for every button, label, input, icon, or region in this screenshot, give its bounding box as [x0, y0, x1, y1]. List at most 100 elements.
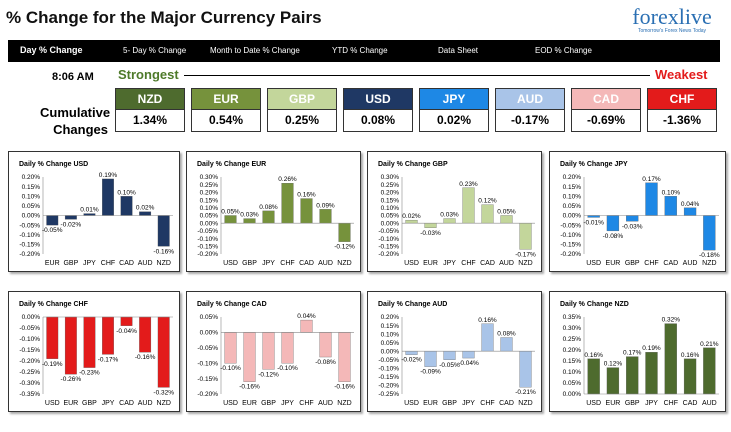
y-tick-label: -0.15% [378, 244, 399, 251]
chart-panel-aud: Daily % Change AUD 0.20% 0.15% 0.10% 0.05% 0.… [367, 291, 542, 412]
data-label: -0.19% [42, 361, 63, 368]
data-label: 0.16% [297, 192, 316, 199]
bar-chart: Daily % Change CHF 0.00% -0.05% -0.10% -0.15… [19, 301, 174, 407]
tab-ytd-change[interactable]: YTD % Change [332, 46, 388, 55]
data-label: -0.05% [42, 227, 63, 234]
currency-cumulative-change: -1.36% [662, 113, 702, 127]
category-label: EUR [423, 260, 438, 267]
data-label: -0.23% [79, 370, 100, 377]
data-label: 0.10% [662, 189, 681, 196]
chart-title: Daily % Change NZD [560, 301, 629, 308]
bar [626, 215, 639, 222]
currency-box-usd: USD 0.08% [343, 88, 413, 132]
category-label: AUD [138, 260, 153, 267]
y-tick-label: 0.25% [200, 182, 219, 189]
y-tick-label: -0.10% [378, 366, 399, 373]
category-label: CAD [480, 260, 495, 267]
currency-cumulative-change: 1.34% [132, 113, 168, 127]
chart-title: Daily % Change USD [19, 161, 88, 168]
category-label: CHF [101, 260, 115, 267]
y-tick-label: -0.20% [560, 251, 581, 258]
bar [281, 332, 294, 364]
y-tick-label: -0.15% [197, 244, 218, 251]
category-label: JPY [83, 260, 96, 267]
chart-panel-chf: Daily % Change CHF 0.00% -0.05% -0.10% -0.15… [8, 291, 180, 412]
category-label: NZD [518, 260, 532, 267]
tab-data-sheet[interactable]: Data Sheet [438, 46, 479, 55]
data-label: -0.32% [153, 389, 174, 396]
data-label: 0.03% [240, 212, 259, 219]
category-label: CAD [499, 400, 514, 407]
y-tick-label: 0.20% [381, 190, 400, 197]
data-label: -0.03% [420, 230, 441, 237]
category-label: NZD [157, 260, 171, 267]
y-tick-label: -0.05% [378, 357, 399, 364]
data-label: 0.21% [700, 341, 719, 348]
data-label: -0.02% [401, 357, 422, 364]
nav-bar: Day % Change 5- Day % Change Month to Da… [8, 40, 720, 62]
tab-eod-change[interactable]: EOD % Change [535, 46, 592, 55]
bar [683, 358, 697, 395]
data-label: -0.17% [98, 356, 119, 363]
category-label: JPY [262, 260, 275, 267]
data-label: -0.01% [583, 219, 604, 226]
data-label: 0.05% [497, 209, 516, 216]
bar [139, 211, 152, 216]
y-tick-label: 0.10% [200, 205, 219, 212]
currency-name: GBP [268, 89, 336, 110]
data-label: 0.08% [259, 204, 278, 211]
bar [424, 223, 437, 228]
bar [338, 223, 351, 242]
category-label: NZD [518, 400, 532, 407]
chart-panel-nzd: Daily % Change NZD 0.35% 0.30% 0.25% 0.20% 0.… [549, 291, 726, 412]
bar-chart: Daily % Change AUD0.20%0.15%0.10%0.05%0.… [378, 301, 536, 407]
bar [224, 215, 237, 224]
data-label: 0.01% [80, 207, 99, 214]
data-label: 0.09% [316, 202, 335, 209]
forexlive-logo[interactable]: forexlive Tomorrow's Forex News Today [620, 6, 724, 35]
chart-title: Daily % Change CHF [19, 301, 89, 308]
category-label: USD [404, 400, 419, 407]
tab-day-change[interactable]: Day % Change [20, 45, 83, 55]
y-tick-label: 0.15% [381, 323, 400, 330]
category-label: CHF [664, 400, 678, 407]
data-label: -0.16% [135, 354, 156, 361]
y-tick-label: 0.15% [563, 184, 582, 191]
y-tick-label: 0.10% [563, 193, 582, 200]
y-tick-label: 0.00% [22, 213, 41, 220]
y-tick-label: 0.05% [563, 203, 582, 210]
y-tick-label: 0.30% [200, 174, 219, 181]
tab-5-day-change[interactable]: 5- Day % Change [123, 46, 187, 55]
y-tick-label: 0.15% [22, 184, 41, 191]
bar [300, 198, 313, 224]
chart-panel-eur: Daily % Change EUR 0.30% 0.25% 0.20% 0.15% 0.… [186, 151, 361, 272]
y-tick-label: 0.05% [200, 213, 219, 220]
data-label: 0.19% [99, 172, 118, 179]
bar [300, 319, 313, 333]
y-tick-label: 0.10% [381, 331, 400, 338]
category-label: JPY [462, 400, 475, 407]
y-tick-label: 0.00% [22, 314, 41, 321]
data-label: -0.04% [116, 328, 137, 335]
bar [645, 352, 658, 395]
y-tick-label: 0.05% [200, 314, 219, 321]
y-tick-label: 0.15% [563, 358, 582, 365]
data-label: 0.03% [440, 212, 459, 219]
y-tick-label: -0.05% [378, 228, 399, 235]
timestamp: 8:06 AM [52, 71, 94, 83]
y-tick-label: 0.00% [200, 220, 219, 227]
tab-month-to-date-change[interactable]: Month to Date % Change [210, 46, 300, 55]
y-tick-label: -0.15% [19, 347, 40, 354]
bar [606, 367, 620, 395]
category-label: AUD [318, 260, 333, 267]
bar-chart: Daily % Change GBP0.30%0.25%0.20%0.15%0.… [378, 161, 536, 267]
data-label: 0.04% [681, 201, 700, 208]
y-tick-label: -0.10% [197, 236, 218, 243]
chart-panel-jpy: Daily % Change JPY 0.20% 0.15% 0.10% 0.05% 0.… [549, 151, 726, 272]
bar [424, 351, 437, 367]
category-label: USD [223, 400, 238, 407]
data-label: 0.12% [478, 198, 497, 205]
category-label: CHF [480, 400, 494, 407]
y-tick-label: -0.05% [19, 222, 40, 229]
data-label: -0.21% [515, 389, 536, 396]
